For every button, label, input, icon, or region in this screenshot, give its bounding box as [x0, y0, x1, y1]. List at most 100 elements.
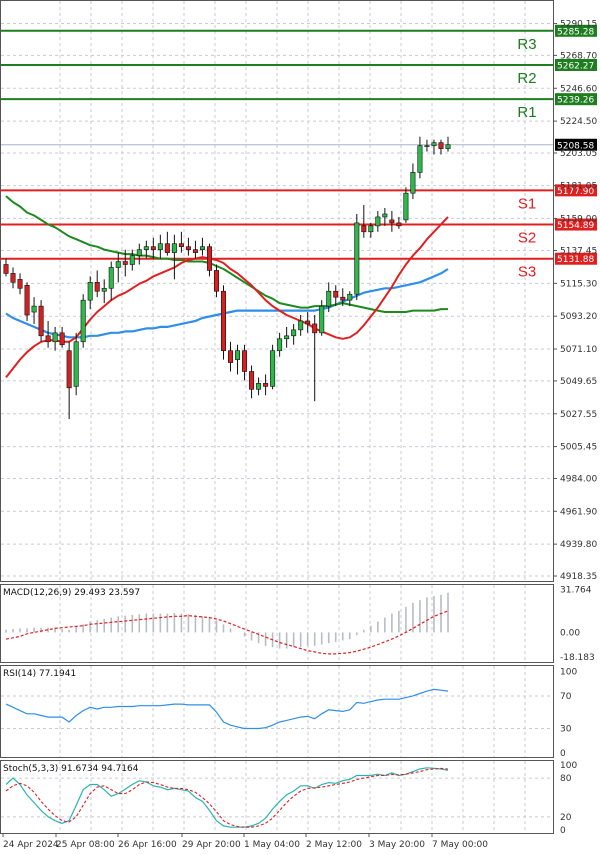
s2-tag: 5154.89: [557, 221, 594, 231]
stoch-tick-label: 80: [560, 774, 572, 784]
candle-body: [340, 296, 346, 301]
candle: [150, 237, 156, 259]
rsi-tick-label: 100: [560, 668, 577, 678]
candle: [38, 300, 44, 342]
candle: [136, 243, 142, 265]
candle: [256, 377, 262, 396]
ma-blue-line: [5, 268, 449, 339]
candle: [10, 267, 16, 289]
candle-body: [129, 255, 135, 265]
candle: [101, 279, 107, 304]
candle-body: [3, 264, 9, 274]
candle-body: [73, 341, 79, 387]
r1-tag: 5239.26: [557, 96, 594, 106]
candle: [45, 320, 51, 348]
r2-tag-bg: [555, 58, 597, 71]
candle: [192, 240, 198, 259]
candle: [122, 249, 128, 277]
candle-body: [375, 216, 381, 227]
candle-body: [242, 350, 248, 372]
candle: [305, 312, 311, 333]
current-price-tag-bg: [555, 138, 597, 151]
candle: [157, 234, 163, 259]
candle-body: [424, 145, 430, 147]
candle-body: [284, 335, 290, 340]
time-tick-label: 25 Apr 08:00: [56, 840, 115, 850]
price-tick-label: 5049.65: [560, 377, 597, 387]
candle: [291, 323, 297, 345]
r1-tag-bg: [555, 93, 597, 106]
candle-body: [291, 329, 297, 337]
stoch-label: Stoch(5,3,3) 91.6734 94.7164: [3, 764, 139, 774]
r3-label: R3: [517, 36, 536, 53]
price-tick-label: 4961.90: [560, 507, 597, 517]
macd-signal-line: [5, 610, 449, 655]
candle-body: [59, 332, 65, 346]
candle-body: [438, 142, 444, 149]
candle-body: [312, 323, 318, 334]
candle: [326, 282, 332, 313]
candle: [319, 300, 325, 336]
macd-label: MACD(12,26,9) 29.493 23.597: [3, 588, 140, 598]
candle: [347, 291, 353, 307]
candle-body: [24, 284, 30, 316]
macd-tick-label: 0.00: [560, 628, 580, 638]
candle-body: [171, 243, 177, 253]
candle-body: [157, 243, 163, 250]
s3-tag-bg: [555, 252, 597, 265]
candle-body: [87, 282, 93, 301]
candle-body: [206, 246, 212, 271]
candle-body: [319, 305, 325, 334]
candle: [340, 288, 346, 307]
candle-body: [213, 270, 219, 292]
pane-frame: [0, 0, 554, 582]
candle: [108, 261, 114, 301]
rsi-label: RSI(14) 77.1941: [3, 669, 76, 679]
candle: [417, 136, 423, 179]
price-tick-label: 5071.10: [560, 345, 597, 355]
candle-body: [305, 320, 311, 325]
rsi-pane: 100 70 30 0 RSI(14) 77.1941: [1, 668, 577, 759]
r2-label: R2: [517, 70, 536, 87]
candle-body: [396, 222, 402, 227]
candle: [312, 315, 318, 402]
candle-body: [228, 350, 234, 363]
candle: [249, 365, 255, 399]
price-tick-label: 5159.00: [560, 214, 597, 224]
candle: [361, 205, 367, 238]
s2-label: S2: [518, 230, 536, 247]
stoch-pane: 100 80 20 0 Stoch(5,3,3) 91.6734 94.7164: [1, 761, 577, 836]
support-resistance-lines: R1 R2 R3 S1 S2 S3: [1, 29, 553, 281]
candle-body: [298, 320, 304, 331]
price-tick-label: 5224.50: [560, 117, 597, 127]
ma-red-line: [5, 216, 449, 379]
candle-body: [10, 273, 16, 283]
candle-body: [115, 261, 121, 268]
candle: [213, 264, 219, 298]
grid-lines: [0, 0, 554, 834]
candle: [52, 326, 58, 351]
level-price-tags: 5239.26 5262.27 5285.28 5177.90 5154.89 5131.…: [555, 24, 597, 265]
price-tick-label: 5093.20: [560, 312, 597, 322]
candle-body: [45, 335, 51, 343]
candle-body: [52, 332, 58, 343]
candle: [270, 344, 276, 390]
stoch-k-line: [5, 767, 449, 828]
price-axis: 5290.15 5268.70 5246.60 5224.50 5203.05 5181.…: [553, 20, 597, 582]
s1-tag-bg: [555, 184, 597, 197]
rsi-tick-label: 0: [560, 749, 566, 759]
candle-body: [445, 144, 451, 149]
candle-body: [431, 142, 437, 146]
candle: [115, 252, 121, 283]
candle: [94, 270, 100, 298]
r3-tag: 5285.28: [557, 27, 594, 37]
candle-body: [122, 261, 128, 265]
price-tick-label: 5246.60: [560, 84, 597, 94]
rsi-line: [5, 688, 449, 730]
candle-body: [66, 350, 72, 389]
candle: [263, 374, 269, 396]
s3-label: S3: [518, 264, 536, 281]
price-tick-label: 5137.45: [560, 246, 597, 256]
